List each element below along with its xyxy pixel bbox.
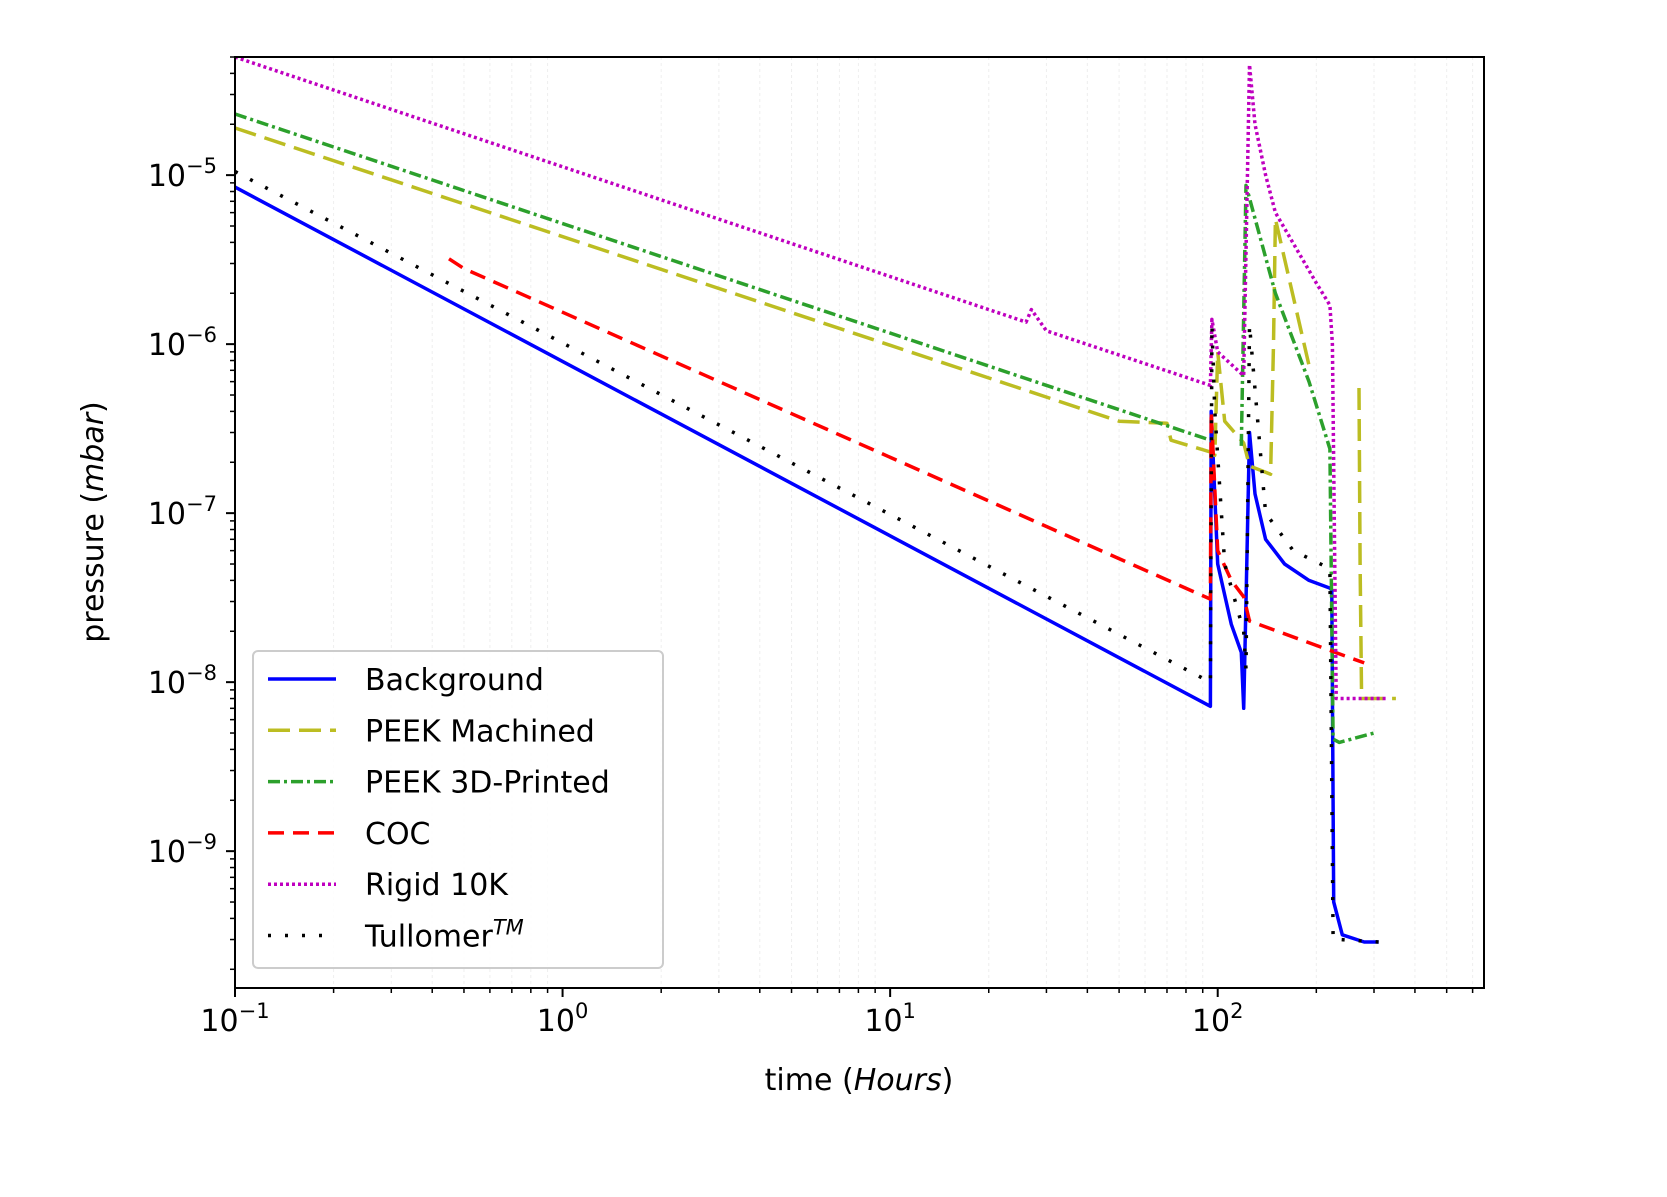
series-line-peek-machined [236, 126, 1396, 701]
series-line-background [236, 185, 1379, 944]
legend-label: Background [365, 663, 544, 698]
legend-label: TullomerTM [364, 916, 524, 955]
y-tick-label: 10−7 [148, 492, 217, 532]
series-line-rigid-10k [236, 57, 1388, 701]
legend-label: PEEK Machined [365, 714, 595, 749]
legend-label: PEEK 3D-Printed [365, 766, 610, 801]
series-line-coc [448, 257, 1365, 665]
x-tick-label: 100 [537, 999, 589, 1039]
y-tick-label: 10−6 [148, 323, 217, 363]
y-tick-label: 10−8 [148, 661, 217, 701]
legend-label: COC [365, 817, 431, 852]
y-tick-label: 10−9 [148, 830, 217, 870]
x-axis-label: time (Hours) [765, 1063, 954, 1098]
axis-ticks: 10−1 100 101 102 10−5 10−6 10−7 10−8 10−9 [148, 56, 1474, 1039]
legend-box [252, 650, 664, 969]
y-tick-label: 10−5 [148, 154, 217, 194]
series-line-peek-3d-printed [236, 112, 1375, 745]
x-tick-label: 101 [864, 999, 916, 1039]
x-tick-label: 102 [1192, 999, 1244, 1039]
legend: Background PEEK Machined PEEK 3D-Printed CO… [252, 650, 664, 969]
plot-frame [234, 56, 1485, 989]
y-axis-label: pressure (mbar) [76, 401, 111, 643]
legend-label: Rigid 10K [365, 868, 509, 903]
series-lines [236, 57, 1396, 944]
x-tick-label: 10−1 [200, 999, 269, 1039]
